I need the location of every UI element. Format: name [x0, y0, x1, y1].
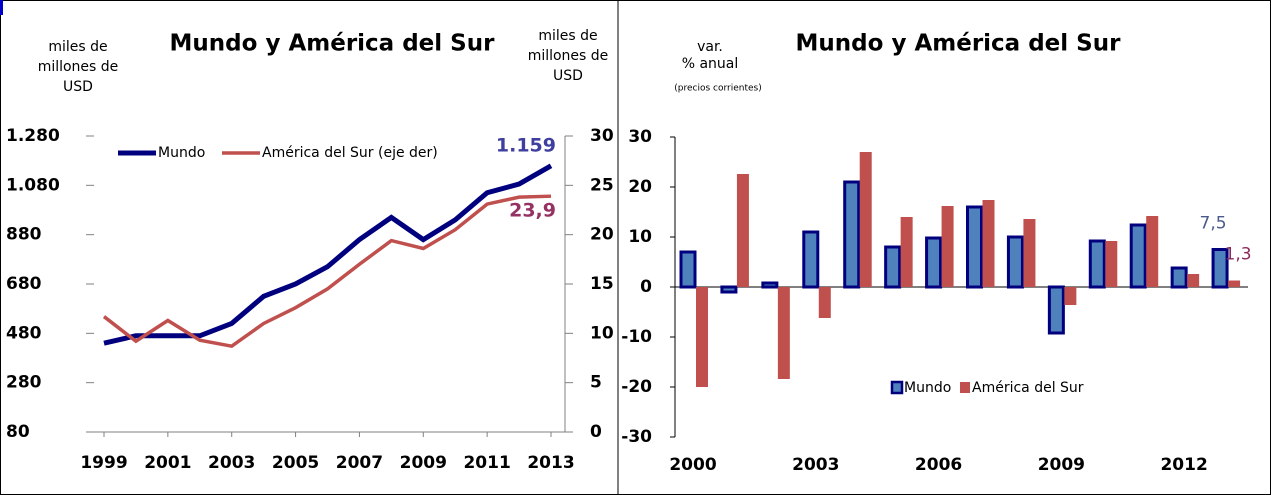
bar	[1064, 287, 1077, 305]
bar	[777, 287, 790, 379]
y-tick-label: 280	[6, 373, 42, 393]
y2-tick-label: 0	[590, 422, 602, 442]
y-tick-label: 480	[6, 323, 42, 343]
series-line	[103, 163, 553, 346]
bar	[1146, 216, 1159, 287]
data-label: 23,9	[509, 200, 556, 222]
bar	[1105, 241, 1118, 287]
bar	[1088, 239, 1106, 289]
bar	[720, 285, 738, 294]
y-tick-label: 0	[640, 277, 652, 297]
x-tick-label: 2005	[272, 453, 319, 473]
x-tick-label: 2011	[463, 453, 510, 473]
y-tick-label: -30	[621, 427, 652, 447]
x-tick-label: 2001	[144, 453, 191, 473]
y-tick-label: 680	[6, 274, 42, 294]
bar	[900, 217, 913, 287]
bar	[1023, 219, 1036, 287]
bar	[884, 245, 902, 289]
y2-tick-label: 15	[590, 274, 614, 294]
legend-label: Mundo	[904, 380, 951, 396]
y2-tick-label: 10	[590, 323, 614, 343]
bar	[966, 205, 983, 289]
legend-label: América del Sur (eje der)	[262, 145, 438, 161]
x-tick-label: 2009	[1038, 455, 1085, 475]
y-axis-label: USD	[63, 79, 93, 95]
x-tick-label: 2013	[527, 453, 574, 473]
data-label: 1,3	[1225, 245, 1252, 265]
y2-tick-label: 20	[590, 225, 614, 245]
y2-axis-label: millones de	[528, 48, 609, 64]
bar	[679, 250, 697, 289]
bar	[859, 152, 872, 287]
bar	[925, 236, 943, 289]
legend-swatch	[960, 382, 970, 393]
y-tick-label: 1.080	[6, 175, 60, 195]
bar	[736, 174, 749, 287]
x-tick-label: 2003	[792, 455, 839, 475]
bar	[1129, 223, 1147, 289]
data-label: 7,5	[1200, 214, 1227, 234]
y-axis-label: % anual	[682, 56, 739, 72]
y2-tick-label: 25	[590, 175, 614, 195]
bar	[1006, 235, 1024, 289]
x-tick-label: 2006	[915, 455, 962, 475]
series-line	[102, 194, 552, 349]
legend-label: Mundo	[158, 145, 205, 161]
y2-axis-label: USD	[553, 68, 583, 84]
y2-tick-label: 30	[590, 126, 614, 146]
y-tick-label: -20	[621, 377, 652, 397]
bar	[982, 200, 995, 287]
y2-axis-label: miles de	[538, 28, 597, 44]
chart-title: Mundo y América del Sur	[170, 31, 496, 57]
x-tick-label: 2012	[1160, 455, 1207, 475]
y-tick-label: -10	[621, 327, 652, 347]
bar	[818, 287, 831, 318]
bar	[843, 180, 861, 289]
x-tick-label: 2003	[208, 453, 255, 473]
y-tick-label: 20	[628, 177, 652, 197]
bar	[1228, 280, 1241, 287]
legend-swatch	[890, 380, 904, 395]
chart-title: Mundo y América del Sur	[796, 31, 1122, 57]
x-tick-label: 1999	[80, 453, 127, 473]
data-label: 1.159	[496, 134, 556, 156]
bar	[802, 230, 820, 289]
bar	[696, 287, 708, 387]
legend-label: América del Sur	[972, 380, 1084, 396]
y-axis-label: millones de	[38, 59, 119, 75]
y-axis-sublabel: (precios corrientes)	[674, 84, 761, 94]
bar	[941, 206, 954, 287]
bar	[1170, 266, 1188, 289]
y-axis-label: miles de	[48, 39, 107, 55]
bar	[1211, 248, 1229, 289]
y-axis-label: var.	[697, 39, 723, 55]
bar	[1047, 285, 1065, 335]
y-tick-label: 30	[628, 127, 652, 147]
bar	[761, 281, 779, 289]
y2-tick-label: 5	[590, 373, 602, 393]
x-tick-label: 2009	[400, 453, 447, 473]
bar	[1187, 274, 1200, 287]
y-tick-label: 80	[6, 422, 30, 442]
x-tick-label: 2007	[336, 453, 383, 473]
y-tick-label: 880	[6, 225, 42, 245]
y-tick-label: 10	[628, 227, 652, 247]
y-tick-label: 1.280	[6, 126, 60, 146]
x-tick-label: 2000	[669, 455, 716, 475]
